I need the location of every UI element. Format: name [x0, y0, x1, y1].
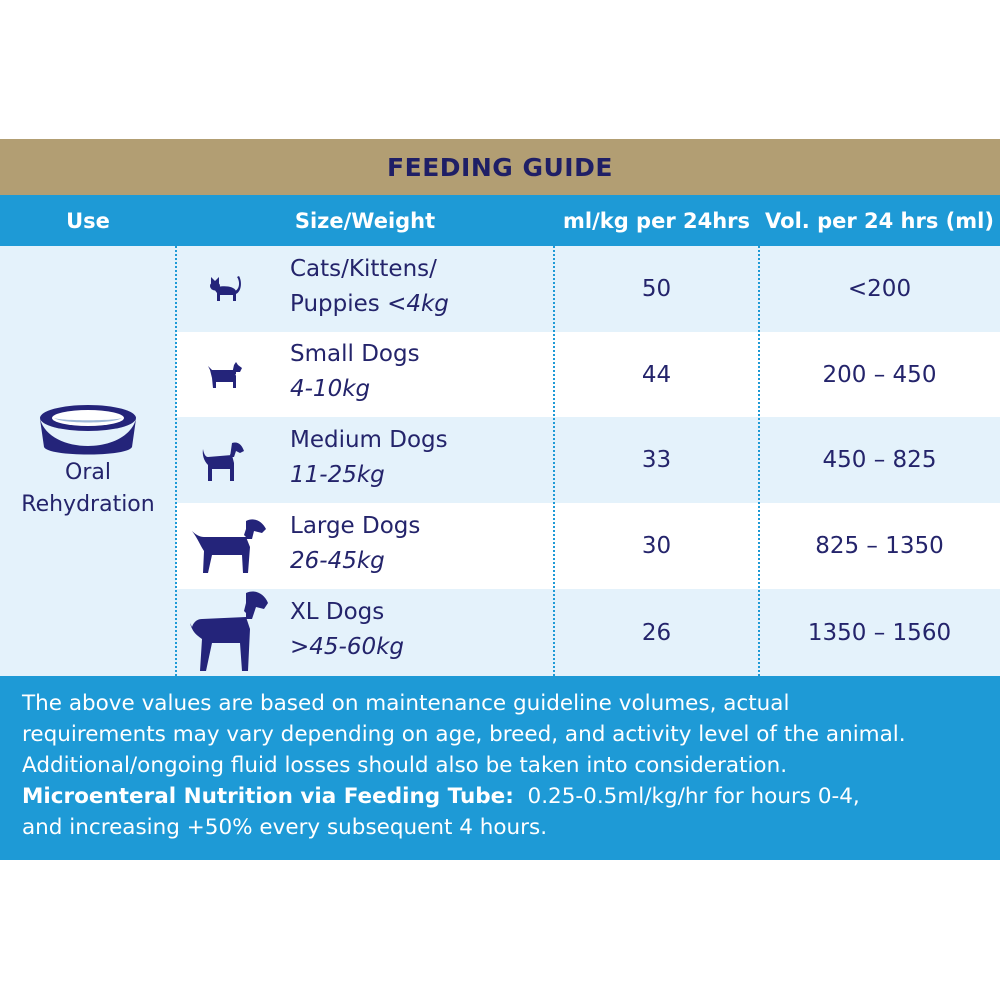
- notes-line: Additional/ongoing fluid losses should a…: [22, 753, 788, 778]
- size-weight: 4-10kg: [290, 376, 371, 402]
- tube-label: Microenteral Nutrition via Feeding Tube:: [22, 784, 514, 809]
- table-row: Medium Dogs 11-25kg 33 450 – 825: [176, 417, 1000, 503]
- notes-line: requirements may vary depending on age, …: [22, 722, 906, 747]
- column-header-size-weight: Size/Weight: [294, 208, 436, 233]
- ml-per-kg-cell: 50: [641, 276, 672, 302]
- table-title: FEEDING GUIDE: [0, 139, 1000, 195]
- column-divider: [553, 195, 555, 676]
- ml-per-kg-cell: 26: [641, 619, 672, 646]
- size-weight-cell: Large Dogs 26-45kg: [290, 509, 420, 579]
- large-dog-icon: [192, 519, 266, 573]
- cat-icon: [210, 276, 241, 301]
- column-header-use: Use: [66, 208, 110, 233]
- ml-per-kg-cell: 44: [641, 361, 672, 388]
- use-label-line1: Oral: [65, 460, 111, 485]
- size-weight: >45-60kg: [290, 634, 405, 660]
- column-divider: [175, 195, 177, 676]
- tube-text: 0.25-0.5ml/kg/hr for hours 0-4,: [513, 784, 860, 809]
- size-weight-cell: XL Dogs >45-60kg: [290, 595, 404, 665]
- table-row: Large Dogs 26-45kg 30 825 – 1350: [176, 503, 1000, 589]
- ml-per-kg-cell: 33: [641, 447, 672, 473]
- table-header: Use Size/Weight ml/kg per 24hrs Vol. per…: [0, 195, 1000, 246]
- table-body: Oral Rehydration Cats/Kittens/ Puppies <…: [0, 246, 1000, 676]
- size-weight: 26-45kg: [290, 548, 385, 574]
- volume-cell: 450 – 825: [822, 447, 937, 473]
- size-weight-cell: Medium Dogs 11-25kg: [290, 423, 448, 493]
- volume-cell: 825 – 1350: [815, 533, 944, 559]
- table-row: XL Dogs >45-60kg 26 1350 – 1560: [176, 589, 1000, 676]
- notes-text: The above values are based on maintenanc…: [22, 688, 982, 843]
- size-weight-cell: Cats/Kittens/ Puppies <4kg: [290, 252, 449, 322]
- use-cell: Oral Rehydration: [0, 246, 176, 676]
- notes-line: and increasing +50% every subsequent 4 h…: [22, 815, 548, 840]
- table-row: Small Dogs 4-10kg 44 200 – 450: [176, 332, 1000, 417]
- ml-per-kg-cell: 30: [641, 533, 672, 559]
- volume-cell: <200: [847, 276, 912, 302]
- use-label-line2: Rehydration: [21, 492, 155, 517]
- size-weight: <4kg: [387, 291, 449, 317]
- volume-cell: 1350 – 1560: [807, 619, 952, 646]
- size-name: Large Dogs: [290, 513, 421, 539]
- feeding-guide-table: FEEDING GUIDE Use Size/Weight ml/kg per …: [0, 139, 1000, 860]
- small-dog-icon: [208, 362, 242, 388]
- size-name: Small Dogs: [290, 341, 420, 367]
- size-name: XL Dogs: [290, 599, 385, 625]
- notes-line: The above values are based on maintenanc…: [22, 691, 790, 716]
- size-weight: 11-25kg: [290, 462, 385, 488]
- size-name: Cats/Kittens/: [290, 256, 437, 282]
- table-row: Cats/Kittens/ Puppies <4kg 50 <200: [176, 246, 1000, 332]
- size-weight-cell: Small Dogs 4-10kg: [290, 337, 420, 407]
- column-divider: [758, 195, 760, 676]
- size-name-cont: Puppies <4kg: [290, 287, 449, 322]
- size-name-line2: Puppies: [290, 291, 388, 317]
- size-name: Medium Dogs: [290, 427, 448, 453]
- xl-dog-icon: [190, 591, 268, 671]
- column-header-ml-per-kg: ml/kg per 24hrs: [562, 208, 751, 233]
- notes-line-tube: Microenteral Nutrition via Feeding Tube:…: [22, 781, 982, 812]
- medium-dog-icon: [202, 442, 244, 481]
- volume-cell: 200 – 450: [822, 361, 937, 388]
- column-header-volume: Vol. per 24 hrs (ml): [765, 208, 994, 233]
- bowl-icon: [40, 405, 136, 455]
- notes-panel: The above values are based on maintenanc…: [0, 676, 1000, 860]
